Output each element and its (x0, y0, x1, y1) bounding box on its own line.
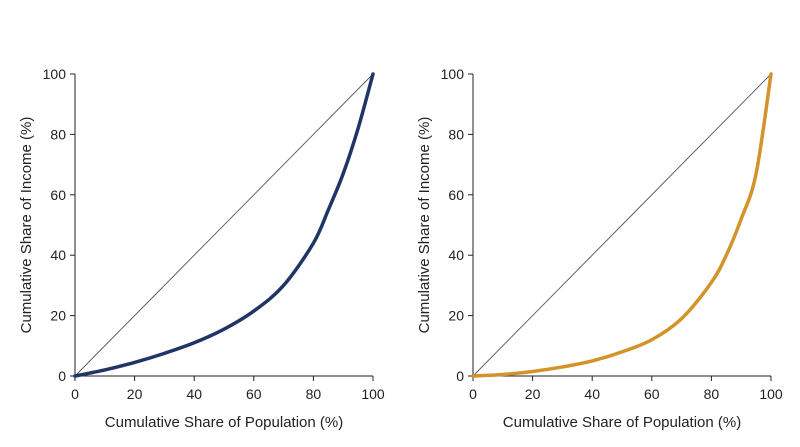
right-lorenz-chart: 0 20 40 60 80 100 0 20 40 60 80 100 Cumulative Share… (416, 66, 783, 431)
x-tick-label: 80 (704, 386, 720, 402)
y-tick-label: 100 (43, 66, 67, 82)
x-tick-label: 100 (361, 386, 385, 402)
x-tick-label: 60 (246, 386, 262, 402)
x-tick-label: 20 (127, 386, 143, 402)
equality-line (472, 73, 772, 377)
y-tick-label: 0 (456, 368, 464, 384)
x-axis-label: Cumulative Share of Population (%) (503, 414, 741, 431)
equality-line (74, 73, 374, 377)
x-tick-label: 0 (71, 386, 79, 402)
y-tick-label: 100 (441, 66, 465, 82)
x-axis-label: Cumulative Share of Population (%) (105, 414, 343, 431)
y-tick-label: 0 (58, 368, 66, 384)
left-lorenz-chart: 0 20 40 60 80 100 0 20 40 60 80 100 Cumulative Share… (18, 66, 385, 431)
y-tick-label: 80 (448, 126, 464, 142)
y-tick-label: 40 (448, 247, 464, 263)
lorenz-curve-line (471, 72, 773, 378)
x-tick-label: 40 (584, 386, 600, 402)
x-tick-label: 60 (644, 386, 660, 402)
lorenz-curve-line (73, 72, 375, 378)
x-tick-label: 100 (759, 386, 783, 402)
y-axis-label: Cumulative Share of Income (%) (18, 117, 35, 334)
x-tick-label: 0 (469, 386, 477, 402)
x-tick-label: 40 (186, 386, 202, 402)
x-tick-label: 20 (525, 386, 541, 402)
y-tick-label: 80 (50, 126, 66, 142)
y-tick-label: 60 (448, 187, 464, 203)
x-tick-label: 80 (306, 386, 322, 402)
y-axis-label: Cumulative Share of Income (%) (416, 117, 433, 334)
y-tick-label: 20 (448, 308, 464, 324)
y-tick-label: 20 (50, 308, 66, 324)
y-tick-label: 60 (50, 187, 66, 203)
y-tick-label: 40 (50, 247, 66, 263)
